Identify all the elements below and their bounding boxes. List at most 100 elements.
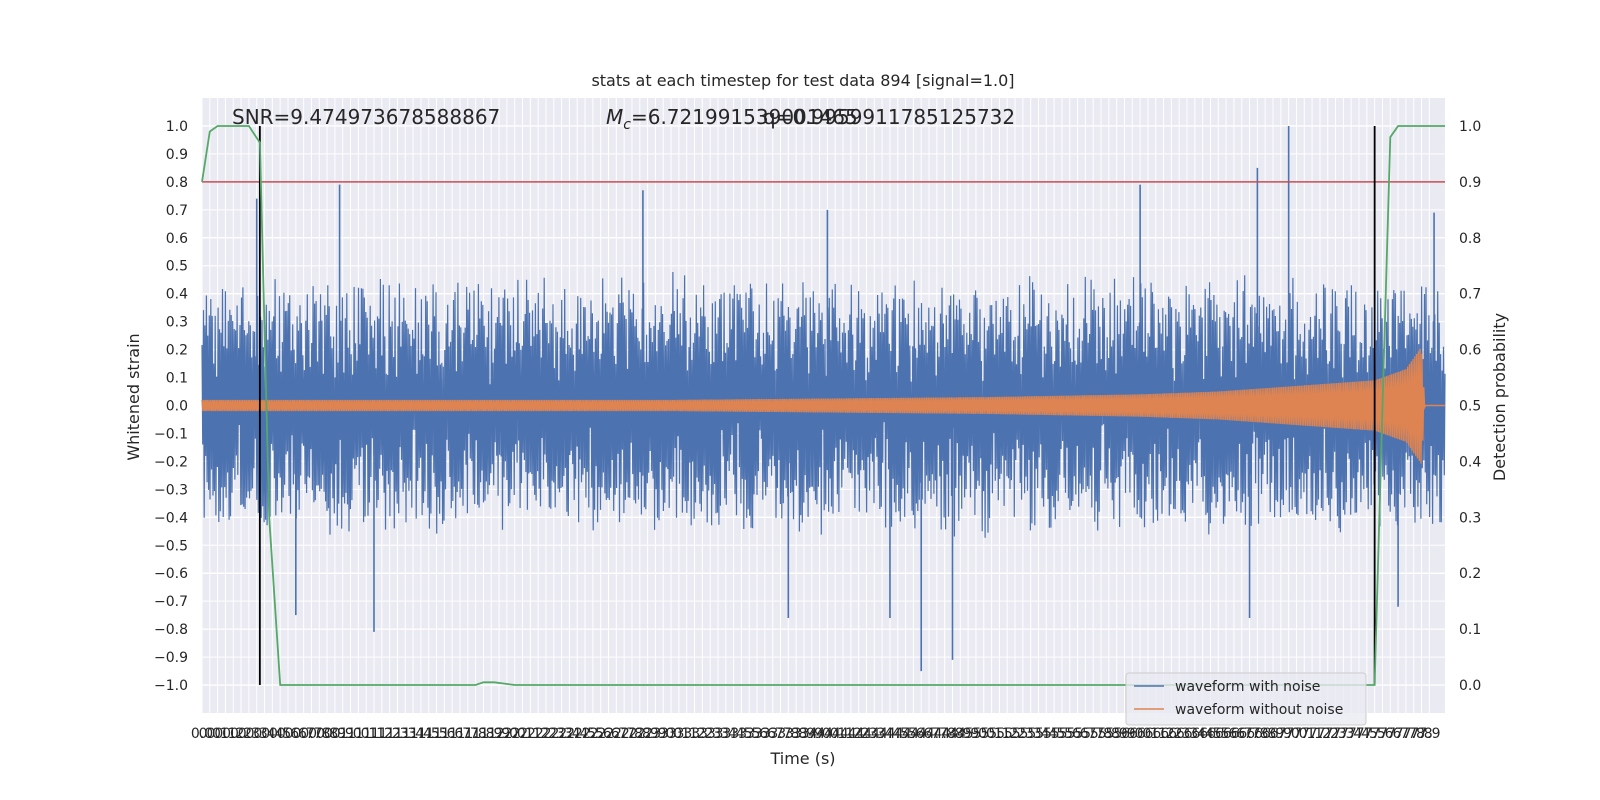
x-tick-label: 7.3 (1324, 726, 1346, 742)
x-tick-label: 2.4 (558, 726, 580, 742)
x-tick-label: 2.2 (527, 726, 549, 742)
x-tick-label: 5.3 (1012, 726, 1034, 742)
x-tick-label: 7.6 (1371, 726, 1393, 742)
x-tick-label: 2.9 (636, 726, 658, 742)
y-tick-label-left: 0.4 (166, 287, 188, 303)
x-tick-label: 6.8 (1246, 726, 1268, 742)
x-tick-label: 2.4 (566, 726, 588, 742)
x-tick-label: 4.8 (941, 726, 963, 742)
x-tick-label: 3.2 (683, 726, 705, 742)
x-tick-label: 7.1 (1301, 726, 1323, 742)
x-tick-label: 4.5 (887, 726, 909, 742)
x-tick-label: 1.6 (433, 726, 455, 742)
x-tick-label: 5.1 (988, 726, 1010, 742)
x-tick-label: 0.1 (214, 726, 236, 742)
x-tick-label: 3.4 (715, 726, 737, 742)
x-tick-label: 2.8 (621, 726, 643, 742)
y-tick-label-left: 0.1 (166, 371, 188, 387)
x-tick-label: 6.3 (1168, 726, 1190, 742)
x-tick-label: 3.7 (769, 726, 791, 742)
x-tick-label: 2.7 (605, 726, 627, 742)
x-tick-label: 1.4 (410, 726, 432, 742)
x-tick-label: 5.4 (1027, 726, 1049, 742)
x-tick-label: 4.3 (855, 726, 877, 742)
y-tick-label-left: 0.8 (166, 175, 188, 191)
x-tick-label: 4.7 (926, 726, 948, 742)
x-tick-label: 6.9 (1262, 726, 1284, 742)
y-tick-label-left: 1.0 (166, 119, 188, 135)
x-tick-label: 5.3 (1020, 726, 1042, 742)
y-tick-label-right: 0.3 (1459, 510, 1481, 526)
x-tick-label: 5.8 (1098, 726, 1120, 742)
x-tick-label: 0.8 (308, 726, 330, 742)
x-tick-label: 6.5 (1199, 726, 1221, 742)
x-tick-label: 7.1 (1293, 726, 1315, 742)
mc-annotation: Mc=6.721991539001465 (606, 105, 858, 133)
y-tick-label-left: −0.6 (154, 566, 188, 582)
x-tick-label: 3.0 (652, 726, 674, 742)
x-tick-label: 6.6 (1223, 726, 1245, 742)
x-tick-label: 3.9 (801, 726, 823, 742)
x-tick-label: 1.8 (464, 726, 486, 742)
x-tick-label: 1.5 (425, 726, 447, 742)
x-tick-label: 0.5 (269, 726, 291, 742)
x-tick-label: 7.7 (1387, 726, 1409, 742)
x-tick-label: 3.6 (746, 726, 768, 742)
y-tick-label-left: 0.6 (166, 231, 188, 247)
series-waveform-without-noise (201, 348, 1445, 464)
x-tick-label: 0.2 (230, 726, 252, 742)
x-tick-label: 1.7 (457, 726, 479, 742)
x-tick-label: 0.3 (246, 726, 268, 742)
x-tick-label: 3.6 (754, 726, 776, 742)
x-tick-label: 6.7 (1231, 726, 1253, 742)
y-tick-label-left: 0.7 (166, 203, 188, 219)
y-tick-label-right: 0.5 (1459, 399, 1481, 415)
x-tick-label: 5.9 (1113, 726, 1135, 742)
x-tick-label: 2.6 (597, 726, 619, 742)
x-tick-label: 0.4 (253, 726, 275, 742)
chart-title: stats at each timestep for test data 894… (591, 71, 1014, 90)
x-tick-label: 1.0 (347, 726, 369, 742)
x-tick-label: 7.2 (1309, 726, 1331, 742)
x-tick-label: 6.1 (1145, 726, 1167, 742)
y-tick-label-right: 0.0 (1459, 678, 1481, 694)
y-tick-label-right: 0.2 (1459, 566, 1481, 582)
x-tick-label: 6.2 (1152, 726, 1174, 742)
x-tick-label: 6.8 (1254, 726, 1276, 742)
x-tick-label: 2.2 (535, 726, 557, 742)
x-tick-label: 1.6 (441, 726, 463, 742)
x-tick-label: 7.0 (1278, 726, 1300, 742)
x-tick-label: 7.3 (1332, 726, 1354, 742)
x-tick-label: 3.1 (668, 726, 690, 742)
legend-box (1125, 672, 1367, 726)
x-tick-label: 0.2 (222, 726, 244, 742)
series-detection-probability (201, 125, 1445, 686)
y-tick-label-right: 0.7 (1459, 287, 1481, 303)
x-tick-label: 7.8 (1403, 726, 1425, 742)
x-tick-label: 2.3 (543, 726, 565, 742)
x-tick-label: 4.9 (957, 726, 979, 742)
x-tick-label: 2.1 (519, 726, 541, 742)
x-tick-label: 1.5 (418, 726, 440, 742)
y-tick-label-left: −0.9 (154, 650, 188, 666)
y-tick-label-left: −0.1 (154, 426, 188, 442)
x-tick-label: 0.7 (300, 726, 322, 742)
x-tick-label: 6.0 (1121, 726, 1143, 742)
x-tick-label: 1.9 (488, 726, 510, 742)
y-tick-label-right: 1.0 (1459, 119, 1481, 135)
x-tick-label: 3.1 (676, 726, 698, 742)
x-tick-label: 4.6 (902, 726, 924, 742)
x-tick-label: 5.2 (996, 726, 1018, 742)
x-tick-label: 6.6 (1215, 726, 1237, 742)
x-tick-label: 2.1 (511, 726, 533, 742)
x-tick-label: 3.5 (730, 726, 752, 742)
x-tick-label: 1.2 (371, 726, 393, 742)
x-tick-label: 3.8 (785, 726, 807, 742)
y-tick-label-left: 0.2 (166, 343, 188, 359)
x-tick-label: 4.2 (840, 726, 862, 742)
x-tick-label: 2.0 (504, 726, 526, 742)
x-tick-label: 0.0 (191, 726, 213, 742)
x-tick-label: 5.0 (965, 726, 987, 742)
x-tick-label: 1.2 (378, 726, 400, 742)
x-tick-label: 7.0 (1285, 726, 1307, 742)
